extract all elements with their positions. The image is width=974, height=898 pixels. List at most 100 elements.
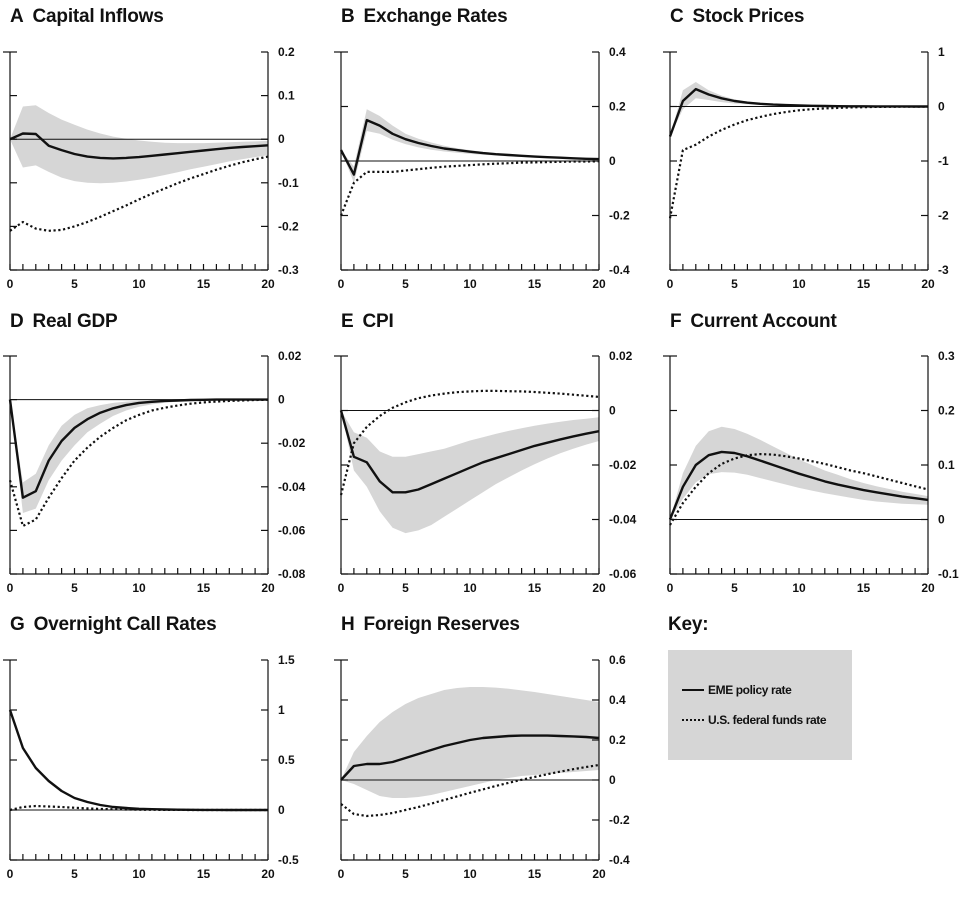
- panel-title-f: F Current Account: [670, 311, 837, 332]
- x-tick-label: 0: [7, 277, 14, 291]
- y-tick-label: -0.3: [278, 263, 299, 277]
- confidence-band: [341, 687, 599, 798]
- series-line-eme-policy: [8, 398, 268, 499]
- y-tick-label: 0.3: [938, 349, 955, 363]
- y-tick-label: -0.4: [609, 263, 630, 277]
- panel-title-c: C Stock Prices: [670, 6, 805, 27]
- key-title: Key:: [668, 614, 709, 635]
- x-tick-label: 0: [338, 581, 345, 595]
- x-tick-label: 20: [592, 867, 606, 881]
- chart-real-gdp: -0.08 -0.06 -0.04 -0.02 0 0.02 0 5 10 15 20: [3, 349, 306, 595]
- chart-foreign-reserves: -0.4 -0.2 0 0.2 0.4 0.6 0 5 10 15 20: [334, 653, 630, 881]
- chart-exchange-rates: -0.4 -0.2 0 0.2 0.4 0 5 10 15 20: [334, 45, 630, 291]
- x-tick-label: 15: [197, 277, 211, 291]
- x-tick-label: 15: [857, 581, 871, 595]
- x-tick-label: 10: [463, 867, 477, 881]
- x-tick-label: 20: [261, 867, 275, 881]
- y-tick-label: 0.2: [609, 100, 626, 114]
- chart-overnight-call-rates: -0.5 0 0.5 1 1.5 0 5 10 15 20: [3, 653, 299, 881]
- y-tick-label: -1: [938, 154, 949, 168]
- x-tick-label: 5: [731, 581, 738, 595]
- x-tick-label: 0: [7, 581, 14, 595]
- legend: EME policy rate U.S. federal funds rate: [668, 650, 852, 760]
- legend-label-eme: EME policy rate: [708, 683, 792, 697]
- y-tick-label: -0.2: [609, 209, 630, 223]
- x-tick-label: 10: [132, 867, 146, 881]
- x-tick-label: 20: [592, 581, 606, 595]
- x-tick-label: 5: [71, 277, 78, 291]
- y-tick-label: 0.02: [278, 349, 302, 363]
- series-line-eme-policy: [8, 709, 268, 812]
- x-tick-label: 0: [338, 867, 345, 881]
- y-tick-label: -0.02: [278, 436, 306, 450]
- series-line-us-fed-funds: [9, 804, 268, 812]
- legend-label-us: U.S. federal funds rate: [708, 713, 827, 727]
- y-tick-label: 0: [278, 393, 285, 407]
- series-line-us-fed-funds: [339, 389, 600, 496]
- x-tick-label: 10: [132, 277, 146, 291]
- legend-item-eme: EME policy rate: [682, 682, 792, 698]
- y-tick-label: -0.2: [278, 219, 299, 233]
- panel-title-h: H Foreign Reserves: [341, 614, 520, 635]
- x-tick-label: 10: [463, 581, 477, 595]
- y-tick-label: 0.4: [609, 693, 626, 707]
- x-tick-label: 15: [197, 867, 211, 881]
- series-line-us-fed-funds: [668, 105, 928, 219]
- x-tick-label: 20: [921, 581, 935, 595]
- y-tick-label: -0.5: [278, 853, 299, 867]
- confidence-band: [670, 82, 928, 137]
- series-line-eme-policy: [339, 118, 600, 176]
- x-tick-label: 0: [338, 277, 345, 291]
- y-tick-label: -3: [938, 263, 949, 277]
- x-tick-label: 15: [197, 581, 211, 595]
- y-tick-label: 0.5: [278, 753, 295, 767]
- series-line-eme-policy: [340, 734, 600, 781]
- y-tick-label: -0.08: [278, 567, 306, 581]
- x-tick-label: 15: [528, 277, 542, 291]
- y-tick-label: 1.5: [278, 653, 295, 667]
- y-tick-label: 0.2: [609, 733, 626, 747]
- y-tick-label: -0.04: [609, 513, 637, 527]
- series-line-us-fed-funds: [9, 155, 269, 232]
- chart-current-account: -0.1 0 0.1 0.2 0.3 0 5 10 15 20: [663, 349, 959, 595]
- x-tick-label: 20: [261, 277, 275, 291]
- x-tick-label: 5: [71, 867, 78, 881]
- x-tick-label: 10: [463, 277, 477, 291]
- x-tick-label: 0: [667, 277, 674, 291]
- x-tick-label: 20: [921, 277, 935, 291]
- y-tick-label: 0: [278, 803, 285, 817]
- y-tick-label: 0.1: [278, 89, 295, 103]
- y-tick-label: -0.02: [609, 458, 637, 472]
- legend-swatch-solid: [682, 689, 704, 691]
- y-tick-label: -0.04: [278, 480, 306, 494]
- x-tick-label: 10: [792, 581, 806, 595]
- x-tick-label: 5: [71, 581, 78, 595]
- panel-title-g: G Overnight Call Rates: [10, 614, 217, 635]
- x-tick-label: 0: [7, 867, 14, 881]
- x-tick-label: 5: [402, 581, 409, 595]
- x-tick-label: 0: [667, 581, 674, 595]
- y-tick-label: 0.6: [609, 653, 626, 667]
- y-tick-label: 0: [278, 132, 285, 146]
- panel-title-a: A Capital Inflows: [10, 6, 164, 27]
- y-tick-label: 0.02: [609, 349, 633, 363]
- y-tick-label: 0: [609, 154, 616, 168]
- legend-item-us: U.S. federal funds rate: [682, 712, 827, 728]
- y-tick-label: -0.06: [278, 523, 306, 537]
- legend-swatch-dotted: [682, 719, 704, 721]
- series-line-eme-policy: [668, 450, 929, 520]
- y-tick-label: -0.06: [609, 567, 637, 581]
- series-line-us-fed-funds: [339, 160, 600, 216]
- y-tick-label: -0.1: [938, 567, 959, 581]
- x-tick-label: 5: [402, 867, 409, 881]
- confidence-band: [341, 109, 599, 183]
- x-tick-label: 20: [261, 581, 275, 595]
- x-tick-label: 15: [528, 867, 542, 881]
- chart-capital-inflows: -0.3 -0.2 -0.1 0 0.1 0.2 0 5 10 15 20: [3, 45, 299, 291]
- panel-title-d: D Real GDP: [10, 311, 118, 332]
- chart-cpi: -0.06 -0.04 -0.02 0 0.02 0 5 10 15 20: [334, 349, 637, 595]
- y-tick-label: 1: [938, 45, 945, 59]
- panel-title-b: B Exchange Rates: [341, 6, 508, 27]
- y-tick-label: 0: [938, 513, 945, 527]
